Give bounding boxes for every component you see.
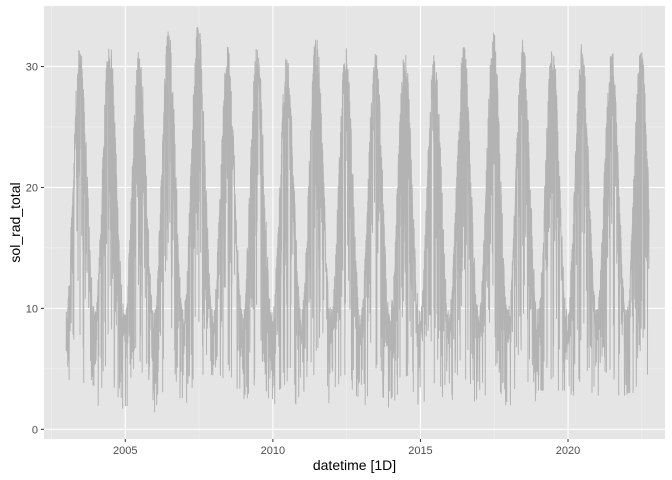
y-tick-label: 30 [26,61,38,73]
x-axis-title: datetime [1D] [313,457,396,473]
y-axis-title: sol_rad_total [7,182,23,262]
y-axis: 0 10 20 30 [26,61,44,436]
x-axis: 2005 2010 2015 2020 [113,439,580,457]
y-tick-label: 20 [26,182,38,194]
x-tick-label: 2020 [556,445,580,457]
y-tick-label: 10 [26,303,38,315]
x-tick-label: 2010 [261,445,285,457]
y-tick-label: 0 [32,424,38,436]
series-line [65,26,650,413]
x-tick-label: 2015 [408,445,432,457]
x-tick-label: 2005 [113,445,137,457]
